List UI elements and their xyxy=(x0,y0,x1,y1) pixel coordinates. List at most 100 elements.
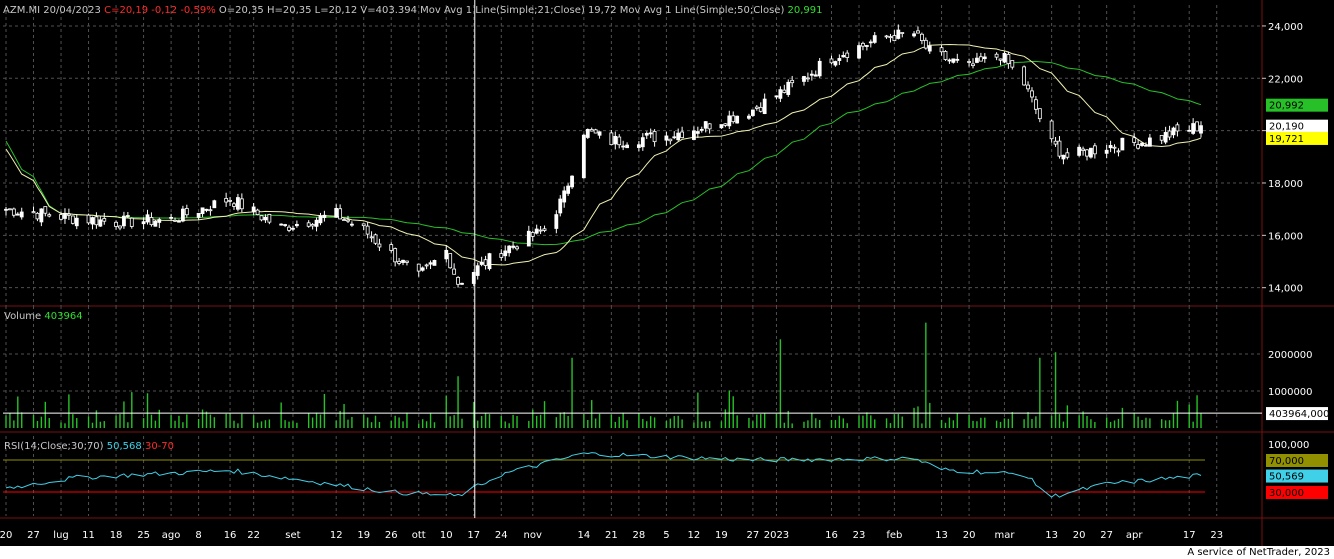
time-tick-label: 21 xyxy=(605,530,618,541)
candle-body xyxy=(1049,120,1054,140)
candle-body xyxy=(1132,137,1137,143)
candle-body xyxy=(507,245,512,254)
candle-body xyxy=(39,208,44,223)
candle-body xyxy=(719,124,724,129)
candle-body xyxy=(542,228,547,231)
volume-bars xyxy=(5,322,1202,428)
candle-body xyxy=(306,222,311,227)
candle-body xyxy=(1065,152,1070,158)
candle-body xyxy=(322,214,327,218)
candle-body xyxy=(951,58,956,63)
candle-body xyxy=(66,213,71,216)
ma21-value: 19,72 xyxy=(587,5,617,16)
candle-body xyxy=(912,33,916,37)
candle-body xyxy=(90,217,95,225)
footer-text: A service of NetTrader, 2023 xyxy=(1187,547,1330,558)
candle-body xyxy=(975,57,979,63)
candle-body xyxy=(872,35,877,43)
candle-body xyxy=(1026,84,1030,90)
time-tick-label: 17 xyxy=(1183,530,1196,541)
time-tick-label: 18 xyxy=(110,530,123,541)
candle-body xyxy=(589,129,594,132)
price-label-text: 20,190 xyxy=(1269,122,1304,133)
candle-body xyxy=(19,211,24,218)
time-tick-label: 27 xyxy=(747,530,760,541)
candle-body xyxy=(346,219,350,222)
candle-body xyxy=(94,216,99,226)
rsi-levels: 30-70 xyxy=(144,441,175,452)
time-tick-label: 10 xyxy=(440,530,453,541)
time-tick-label: 16 xyxy=(224,530,237,541)
candle-body xyxy=(967,61,971,63)
candle-body xyxy=(585,129,590,138)
candle-body xyxy=(1053,140,1058,145)
candle-body xyxy=(923,39,928,49)
candle-body xyxy=(153,221,158,227)
candle-body xyxy=(652,131,657,143)
candle-body xyxy=(1006,54,1011,65)
candle-body xyxy=(774,95,779,98)
ticker-label: AZM.MI xyxy=(3,5,41,16)
candle-body xyxy=(703,121,708,129)
time-tick-label: 17 xyxy=(467,530,480,541)
time-tick-label: 8 xyxy=(195,530,201,541)
candle-body xyxy=(593,129,598,134)
candle-body xyxy=(554,214,559,229)
candle-body xyxy=(562,190,567,203)
time-tick-label: 12 xyxy=(330,530,343,541)
candle-body xyxy=(920,33,924,42)
candle-body xyxy=(236,197,240,210)
time-tick-label: 20 xyxy=(1073,530,1086,541)
candle-body xyxy=(971,63,975,66)
candle-body xyxy=(1092,145,1097,155)
time-tick-label: 20 xyxy=(963,530,976,541)
time-tick-label: 20 xyxy=(0,530,12,541)
candle-body xyxy=(699,128,704,131)
candle-body xyxy=(845,52,850,58)
candle-body xyxy=(750,109,755,116)
time-tick-label: 12 xyxy=(688,530,701,541)
time-tick-label: 2023 xyxy=(764,530,789,541)
candle-body xyxy=(1034,99,1038,110)
candle-body xyxy=(672,136,677,139)
candle-body xyxy=(35,212,40,220)
price-label-text: 20,992 xyxy=(1269,101,1304,112)
candle-body xyxy=(676,132,681,141)
candle-body xyxy=(680,131,685,139)
time-tick-label: ott xyxy=(412,530,426,541)
time-tick-label: 26 xyxy=(385,530,398,541)
candle-body xyxy=(43,206,48,214)
candle-body xyxy=(63,212,67,219)
candle-body xyxy=(1147,137,1152,147)
candle-body xyxy=(224,198,229,203)
time-tick-label: lug xyxy=(53,530,68,541)
volume-label: Volume xyxy=(4,311,42,322)
candle-body xyxy=(747,115,751,119)
price-tick-label: 18,000 xyxy=(1268,179,1303,190)
candle-body xyxy=(829,58,834,64)
candle-body xyxy=(401,259,405,263)
candle-body xyxy=(424,264,429,267)
candle-body xyxy=(149,217,154,226)
time-tick-label: ago xyxy=(162,530,181,541)
candle-body xyxy=(59,214,63,220)
candle-body xyxy=(122,215,126,227)
ma21-line xyxy=(5,43,1202,266)
candle-body xyxy=(475,265,480,276)
candle-body xyxy=(208,209,213,212)
candle-body xyxy=(369,236,374,239)
candle-body xyxy=(1199,125,1203,134)
time-tick-label: 22 xyxy=(247,530,260,541)
ma21-label: Mov Avg 1 Line(Simple;21;Close) xyxy=(420,5,585,16)
candle-body xyxy=(1061,154,1066,160)
candle-body xyxy=(4,208,8,211)
candle-body xyxy=(1187,129,1192,132)
candle-body xyxy=(452,268,457,275)
candle-body xyxy=(1144,144,1148,147)
candle-body xyxy=(884,35,889,38)
chart-canvas[interactable]: 14,00016,00018,00020,00022,00024,0002027… xyxy=(0,0,1334,546)
candle-body xyxy=(389,244,394,251)
candle-body xyxy=(864,45,869,47)
candle-body xyxy=(538,229,543,232)
time-tick-label: 25 xyxy=(137,530,150,541)
